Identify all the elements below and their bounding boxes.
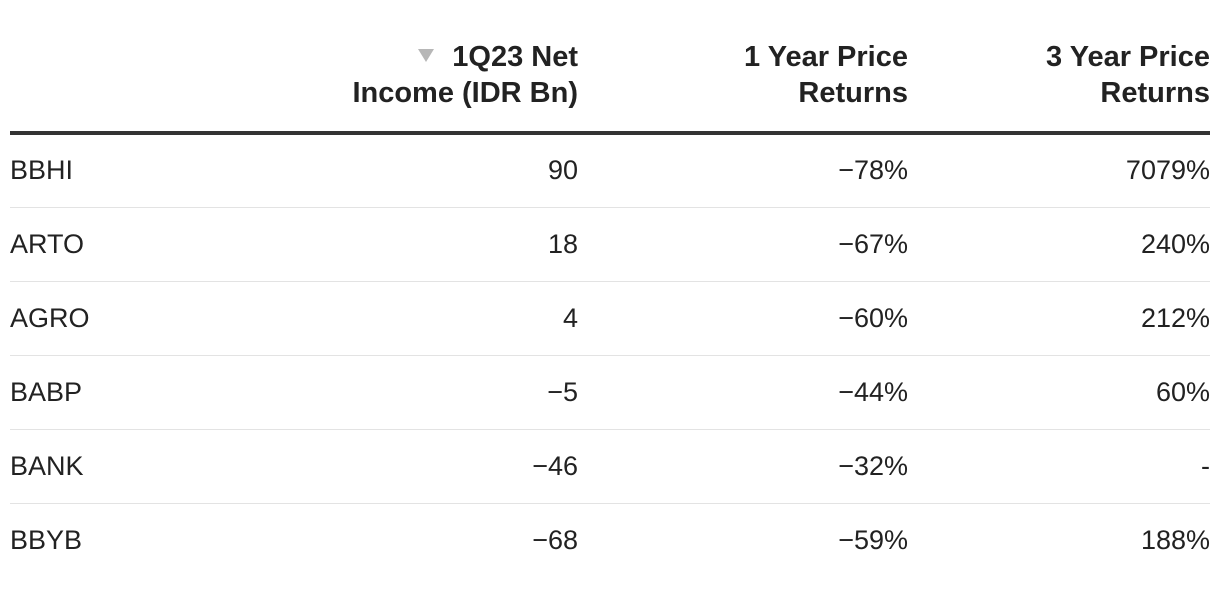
table-row: BANK −46 −32% - (10, 429, 1210, 504)
return-1y-cell: −59% (838, 524, 908, 555)
header-row: 1Q23 Net Income (IDR Bn) 1 Year Price Re… (10, 0, 1210, 135)
ticker-cell: BBYB (10, 524, 83, 555)
table-row: BBHI 90 −78% 7079% (10, 133, 1210, 208)
net-income-cell: 18 (270, 207, 578, 282)
table-row: BABP −5 −44% 60% (10, 355, 1210, 430)
data-table-container: 1Q23 Net Income (IDR Bn) 1 Year Price Re… (10, 0, 1210, 577)
table-row: AGRO 4 −60% 212% (10, 281, 1210, 356)
return-1y-cell: −44% (578, 355, 908, 430)
net-income-cell: 4 (270, 281, 578, 356)
ticker-cell: BABP (10, 355, 270, 430)
sort-descending-icon[interactable] (418, 49, 435, 62)
column-header-ticker[interactable] (10, 0, 270, 135)
return-1y-cell: −78% (578, 133, 908, 208)
column-header-1y-return-line2: Returns (798, 77, 908, 109)
return-3y-cell: 188% (1140, 524, 1210, 555)
table-header: 1Q23 Net Income (IDR Bn) 1 Year Price Re… (10, 0, 1210, 135)
return-3y-cell: 60% (908, 355, 1210, 430)
table-row: BBYB −68 −59% 188% (10, 503, 1210, 577)
return-3y-cell: 7079% (908, 133, 1210, 208)
column-header-3y-return-line2: Returns (1100, 77, 1210, 109)
net-income-cell: −46 (270, 429, 578, 504)
table-row: ARTO 18 −67% 240% (10, 207, 1210, 282)
return-1y-cell: −32% (578, 429, 908, 504)
net-income-cell: 90 (270, 133, 578, 208)
column-header-1y-return[interactable]: 1 Year Price Returns (578, 0, 908, 135)
column-header-net-income-line2: Income (IDR Bn) (352, 77, 578, 109)
column-header-net-income[interactable]: 1Q23 Net Income (IDR Bn) (270, 0, 578, 135)
table-body: BBHI 90 −78% 7079% ARTO 18 −67% 240% AGR… (10, 133, 1210, 577)
stock-returns-table: 1Q23 Net Income (IDR Bn) 1 Year Price Re… (10, 0, 1210, 577)
ticker-cell: BANK (10, 429, 270, 504)
column-header-net-income-line1: 1Q23 Net (452, 41, 578, 73)
ticker-cell: AGRO (10, 281, 270, 356)
ticker-cell: BBHI (10, 133, 270, 208)
column-header-3y-return-line1: 3 Year Price (1046, 41, 1210, 73)
column-header-1y-return-line1: 1 Year Price (744, 41, 908, 73)
net-income-cell: −5 (270, 355, 578, 430)
return-3y-cell: 240% (908, 207, 1210, 282)
net-income-cell: −68 (532, 524, 578, 555)
column-header-3y-return[interactable]: 3 Year Price Returns (908, 0, 1210, 135)
return-3y-cell: - (908, 429, 1210, 504)
return-1y-cell: −60% (578, 281, 908, 356)
ticker-cell: ARTO (10, 207, 270, 282)
return-3y-cell: 212% (908, 281, 1210, 356)
return-1y-cell: −67% (578, 207, 908, 282)
